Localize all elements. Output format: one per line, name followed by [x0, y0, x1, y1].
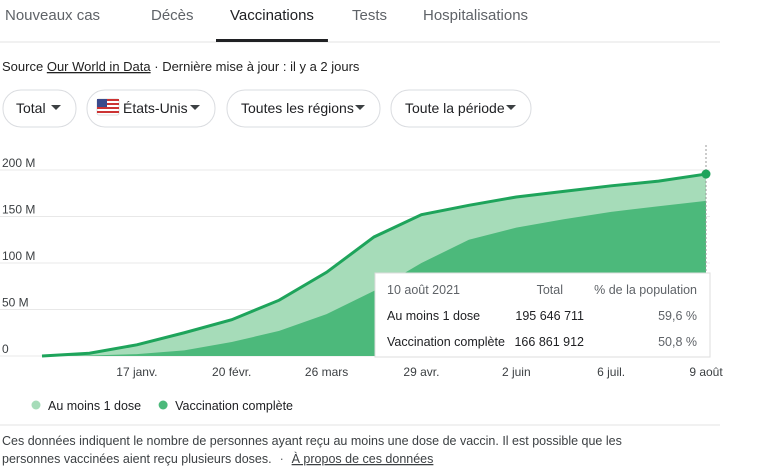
y-tick-label: 100 M: [2, 249, 35, 263]
tab[interactable]: Hospitalisations: [423, 7, 528, 24]
filter-button[interactable]: [2, 89, 77, 128]
filter-label: Total: [16, 100, 46, 116]
x-tick-label: 9 août: [689, 365, 723, 379]
filter-label: États-Unis: [123, 100, 188, 116]
end-point: [701, 169, 711, 179]
y-tick-label: 200 M: [2, 156, 35, 170]
legend-label[interactable]: Vaccination complète: [175, 399, 293, 413]
us-flag: [96, 98, 120, 116]
tooltip-box: [374, 272, 711, 358]
x-tick-label: 26 mars: [305, 365, 348, 379]
tooltip-cell: Au moins 1 dose: [387, 309, 480, 323]
x-tick-label: 6 juil.: [597, 365, 625, 379]
tab[interactable]: Nouveaux cas: [5, 7, 100, 24]
filter-button[interactable]: [226, 89, 381, 128]
tab[interactable]: Décès: [151, 7, 194, 24]
tooltip-cell: Vaccination complète: [387, 335, 505, 349]
tooltip-cell: 50,8 %: [658, 335, 697, 349]
tooltip-header: Total: [537, 283, 563, 297]
footer-text: personnes vaccinées aient reçu plusieurs…: [2, 452, 272, 466]
filter-button[interactable]: [390, 89, 532, 128]
source-updated: · Dernière mise à jour : il y a 2 jours: [154, 59, 360, 74]
tooltip-header: % de la population: [594, 283, 697, 297]
tooltip-cell: 195 646 711: [515, 309, 584, 323]
tab[interactable]: Tests: [352, 7, 387, 24]
x-tick-label: 20 févr.: [212, 365, 251, 379]
y-tick-label: 0: [2, 342, 9, 356]
legend-swatch[interactable]: [31, 400, 41, 410]
dropdown-caret: [190, 105, 200, 110]
footer-link[interactable]: À propos de ces données: [292, 451, 434, 466]
x-tick-label: 17 janv.: [116, 365, 157, 379]
dropdown-caret: [506, 105, 516, 110]
tab-indicator: [216, 39, 328, 42]
tooltip-cell: 59,6 %: [658, 309, 697, 323]
line: [41, 172, 707, 358]
footer-separator: ·: [280, 452, 284, 466]
y-tick-label: 150 M: [2, 203, 35, 217]
tab[interactable]: Vaccinations: [230, 7, 314, 24]
legend-label[interactable]: Au moins 1 dose: [48, 399, 141, 413]
tooltip: 10 août 2021 Total % de la population Au mo…: [374, 272, 711, 358]
x-tick-label: 29 avr.: [403, 365, 439, 379]
tooltip-date: 10 août 2021: [387, 283, 460, 297]
y-tick-label: 50 M: [2, 296, 29, 310]
dropdown-caret: [51, 105, 61, 110]
legend-swatch[interactable]: [158, 400, 168, 410]
tooltip-cell: 166 861 912: [514, 335, 584, 349]
footer-text: Ces données indiquent le nombre de perso…: [2, 434, 622, 448]
source-line: Source Our World in Data · Dernière mise…: [2, 59, 360, 74]
filter-label: Toutes les régions: [241, 100, 354, 116]
source-link[interactable]: Our World in Data: [47, 59, 152, 74]
source-prefix: Source: [2, 59, 43, 74]
filter-label: Toute la période: [405, 100, 505, 116]
x-tick-label: 2 juin: [502, 365, 531, 379]
dropdown-caret: [355, 105, 365, 110]
